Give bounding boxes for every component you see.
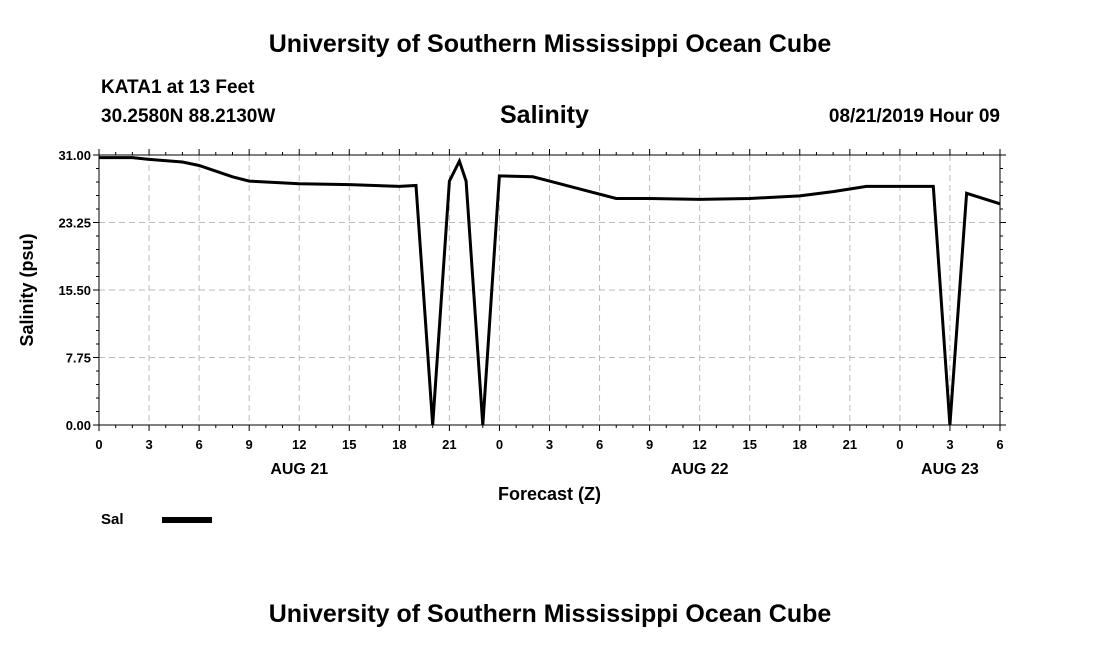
x-tick-label: 6 [996,437,1003,452]
y-tick-label: 15.50 [58,283,91,298]
x-tick-label: 3 [546,437,553,452]
chart-title-top: University of Southern Mississippi Ocean… [268,30,832,58]
station-label: KATA1 at 13 Feet [101,77,255,98]
x-day-label: AUG 22 [671,461,729,478]
series-line-sal [99,156,1001,426]
x-tick-label: 21 [843,437,857,452]
x-tick-label: 3 [145,437,152,452]
y-tick-label: 0.00 [66,418,91,433]
y-tick-label: 7.75 [66,351,91,366]
x-tick-label: 0 [95,437,102,452]
chart-title-bottom: University of Southern Mississippi Ocean… [268,600,832,628]
plot-frame [98,154,1001,426]
x-axis-label: Forecast (Z) [498,484,601,504]
grid [99,155,1000,425]
x-tick-label: 6 [195,437,202,452]
x-tick-label: 21 [442,437,456,452]
y-tick-label: 23.25 [58,216,91,231]
x-tick-label: 3 [946,437,953,452]
x-tick-label: 0 [896,437,903,452]
x-tick-label: 6 [596,437,603,452]
forecast-datetime: 08/21/2019 Hour 09 [828,106,1000,127]
tick-labels: 0 3 6 9 12 15 18 21 0 3 6 9 12 15 18 21 0 3 6 AUG 21 AUG 22 A… [58,148,1003,478]
legend-label: Sal [101,511,124,528]
x-tick-label: 12 [692,437,706,452]
x-tick-label: 9 [246,437,253,452]
x-tick-label: 0 [496,437,503,452]
y-axis-label: Salinity (psu) [17,233,37,346]
series-layer [99,156,1001,426]
x-day-label: AUG 21 [270,461,328,478]
x-tick-label: 9 [646,437,653,452]
variable-title: Salinity [500,101,589,129]
station-coordinates: 30.2580N 88.2130W [101,106,276,127]
x-tick-label: 15 [742,437,756,452]
x-tick-label: 15 [342,437,356,452]
x-tick-label: 18 [793,437,807,452]
x-tick-label: 12 [292,437,306,452]
x-day-label: AUG 23 [921,461,979,478]
y-tick-label: 31.00 [58,148,91,163]
x-tick-label: 18 [392,437,406,452]
